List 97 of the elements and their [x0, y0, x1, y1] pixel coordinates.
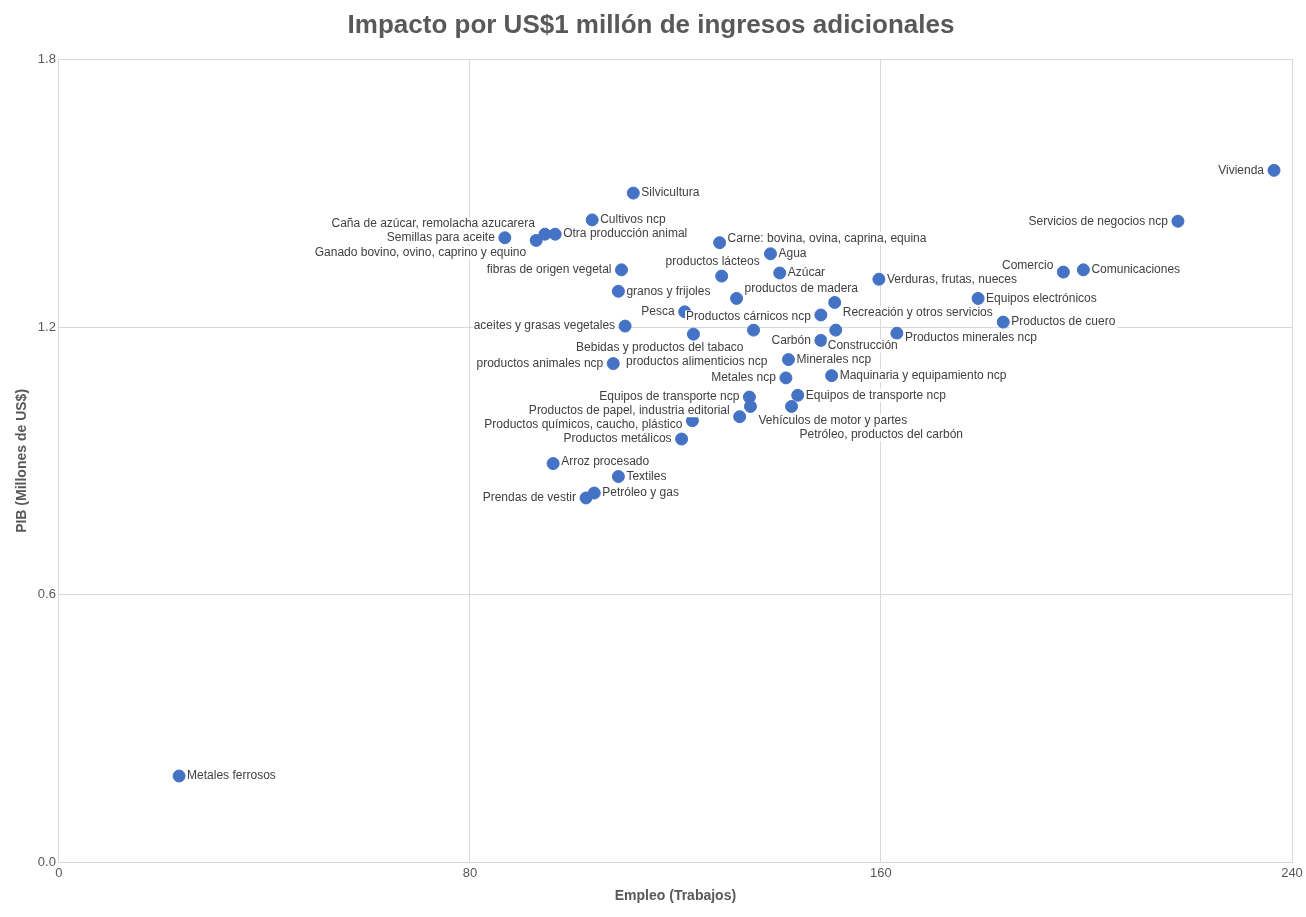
point — [890, 326, 904, 340]
point — [1267, 163, 1281, 177]
annotation: Vivienda — [1218, 162, 1265, 177]
point — [538, 227, 552, 241]
point — [763, 247, 777, 261]
y-tick-label: 1.8 — [37, 50, 56, 66]
point — [675, 432, 689, 446]
annotation: Metales ncp — [711, 370, 777, 385]
annotation: Petróleo, productos del carbón — [799, 426, 963, 441]
annotation: Productos cárnicos ncp — [686, 309, 812, 324]
point — [791, 388, 805, 402]
point — [606, 357, 620, 371]
chart-title: Impacto por US$1 millón de ingresos adicionales — [347, 8, 955, 39]
annotation: Maquinaria y equipamiento ncp — [839, 367, 1007, 382]
annotation: Equipos de transporte ncp — [805, 387, 947, 402]
annotation: Prendas de vestir — [482, 490, 577, 505]
annotation: Textiles — [626, 468, 667, 483]
annotation: granos y frijoles — [626, 283, 711, 298]
point — [872, 272, 886, 286]
point — [814, 333, 828, 347]
point — [626, 186, 640, 200]
annotation: Caña de azúcar, remolacha azucarera — [331, 216, 536, 231]
annotation: productos alimenticios ncp — [626, 354, 768, 369]
point — [548, 227, 562, 241]
annotation: productos lácteos — [665, 254, 760, 269]
point — [779, 371, 793, 385]
annotation: productos animales ncp — [476, 355, 604, 370]
point — [686, 327, 700, 341]
point — [971, 291, 985, 305]
point — [773, 266, 787, 280]
y-tick-label: 1.2 — [37, 318, 56, 334]
point — [1056, 265, 1070, 279]
y-tick-label: 0.6 — [37, 586, 56, 602]
point — [1171, 214, 1185, 228]
point — [785, 399, 799, 413]
point — [814, 308, 828, 322]
point — [829, 323, 843, 337]
annotation: aceites y grasas vegetales — [473, 318, 616, 333]
annotation: Recreación y otros servicios — [842, 304, 993, 319]
annotation: productos de madera — [744, 280, 859, 295]
annotation: Otra producción animal — [563, 226, 688, 241]
point — [529, 233, 543, 247]
point — [730, 291, 744, 305]
annotation: Equipos electrónicos — [986, 290, 1097, 305]
annotation: Productos minerales ncp — [904, 329, 1038, 344]
annotation: Bebidas y productos del tabaco — [576, 340, 744, 355]
point — [498, 231, 512, 245]
point — [828, 295, 842, 309]
annotation: Silvicultura — [641, 185, 700, 200]
annotation: Productos de papel, industria editorial — [528, 403, 730, 418]
annotation: Arroz procesado — [561, 453, 650, 468]
point — [825, 369, 839, 383]
annotation: Comercio — [1002, 258, 1054, 273]
annotation: Productos metálicos — [563, 431, 672, 446]
point — [1076, 263, 1090, 277]
x-tick-label: 160 — [870, 864, 892, 880]
point — [743, 399, 757, 413]
annotation: Cultivos ncp — [600, 212, 666, 227]
annotation: Minerales ncp — [796, 351, 872, 366]
annotation: Comunicaciones — [1091, 262, 1181, 277]
annotation: Vehículos de motor y partes — [758, 412, 908, 427]
point — [579, 491, 593, 505]
point — [611, 284, 625, 298]
annotation: Petróleo y gas — [602, 485, 679, 500]
annotation: Carbón — [771, 332, 811, 347]
annotation: Agua — [778, 246, 807, 261]
annotation: Azúcar — [787, 265, 826, 280]
x-tick-label: 80 — [462, 864, 478, 880]
annotation: Productos de cuero — [1011, 314, 1116, 329]
point — [611, 470, 625, 484]
y-axis-title: PIB (Millones de US$) — [13, 388, 30, 533]
annotation: Construcción — [827, 338, 898, 353]
annotation: Metales ferrosos — [187, 768, 276, 783]
point — [996, 315, 1010, 329]
annotation: Semillas para aceite — [386, 230, 496, 245]
annotation: Carne: bovina, ovina, caprina, equina — [727, 230, 927, 245]
point — [614, 263, 628, 277]
annotation: Productos químicos, caucho, plástico — [484, 417, 683, 432]
point — [715, 269, 729, 283]
point — [546, 457, 560, 471]
annotation: Servicios de negocios ncp — [1028, 213, 1169, 228]
annotation: fibras de origen vegetal — [486, 262, 612, 277]
x-axis-title: Empleo (Trabajos) — [614, 887, 737, 904]
annotation: Equipos de transporte ncp — [599, 389, 740, 404]
point — [618, 319, 632, 333]
x-tick-label: 0 — [55, 864, 63, 880]
point — [747, 323, 761, 337]
point — [713, 236, 727, 250]
point — [585, 213, 599, 227]
annotation: Ganado bovino, ovino, caprino y equino — [314, 244, 527, 259]
x-tick-label: 240 — [1281, 864, 1303, 880]
annotation: Pesca — [641, 304, 676, 319]
point — [172, 769, 186, 783]
y-tick-label: 0.0 — [37, 854, 56, 870]
point — [733, 410, 747, 424]
point — [781, 353, 795, 367]
annotation: Verduras, frutas, nueces — [886, 271, 1017, 286]
